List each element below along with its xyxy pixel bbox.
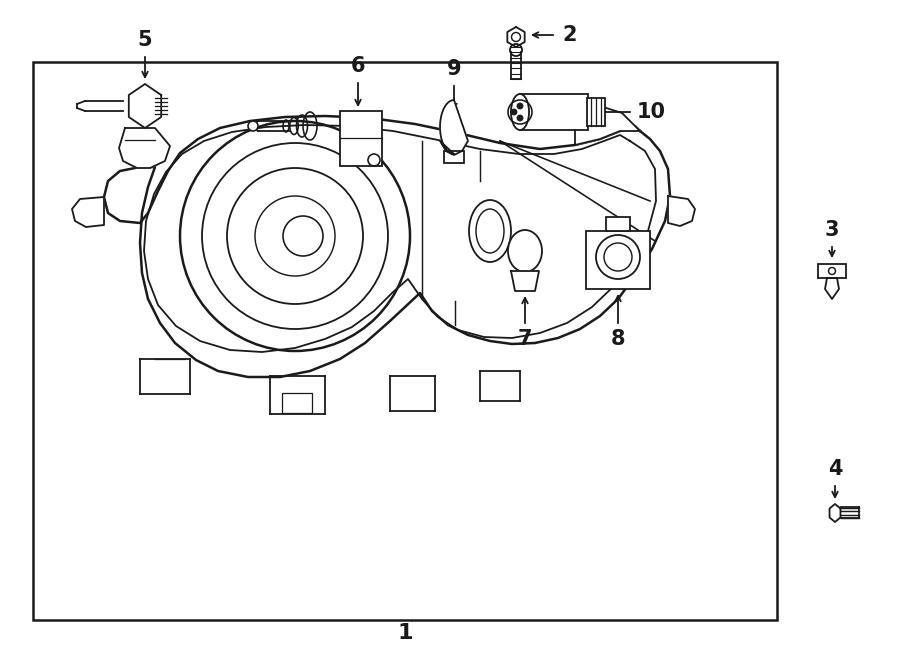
Polygon shape [440,100,468,155]
Text: 5: 5 [138,30,152,50]
Bar [606,217,630,231]
Polygon shape [575,106,640,145]
Bar [587,98,605,126]
Polygon shape [511,271,539,291]
Ellipse shape [511,94,529,130]
Polygon shape [119,128,170,168]
Text: 7: 7 [518,329,532,349]
Bar [444,151,464,163]
Text: 6: 6 [351,56,365,76]
Polygon shape [72,197,104,227]
Bar [340,111,382,166]
Polygon shape [129,84,161,128]
Bar [520,94,588,130]
Polygon shape [825,278,839,299]
Text: 10: 10 [636,102,665,122]
Bar [586,231,650,289]
Circle shape [517,103,523,109]
Ellipse shape [508,230,542,272]
Text: 4: 4 [828,459,842,479]
Text: 8: 8 [611,329,625,349]
Bar [282,393,312,413]
Circle shape [511,109,517,115]
Polygon shape [668,196,695,226]
Polygon shape [104,116,670,377]
Circle shape [517,115,523,121]
Text: 9: 9 [446,59,462,79]
Bar [33,62,777,620]
Text: 2: 2 [562,25,577,45]
Circle shape [248,121,258,131]
Bar [818,264,846,278]
Text: 1: 1 [397,623,413,643]
Polygon shape [830,504,841,522]
Polygon shape [508,27,525,47]
Text: 3: 3 [824,220,839,240]
